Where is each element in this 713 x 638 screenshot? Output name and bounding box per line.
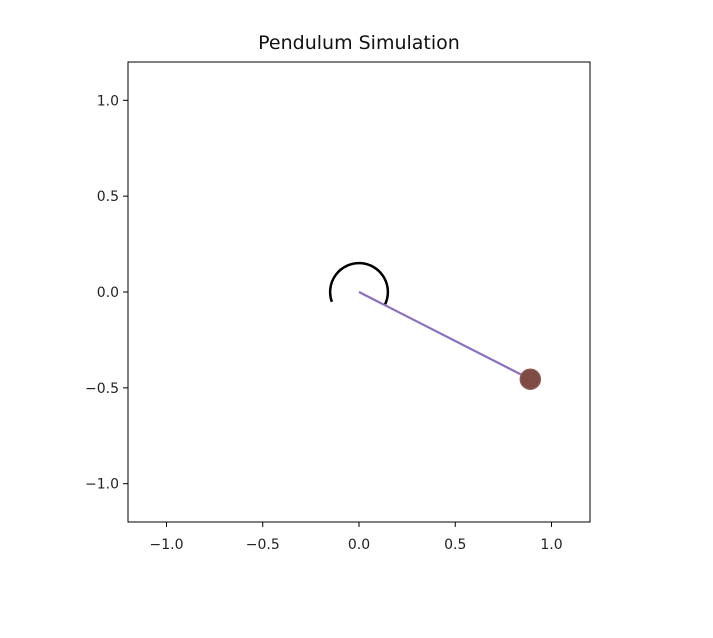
y-tick-label: 1.0 <box>97 93 119 109</box>
x-axis: −1.0 −0.5 0.0 0.5 1.0 <box>150 522 563 553</box>
y-tick-label: 0.0 <box>97 285 119 301</box>
y-tick-label: −0.5 <box>85 381 119 397</box>
x-tick-label: 1.0 <box>540 537 562 553</box>
pendulum-bob <box>519 368 542 390</box>
y-tick-label: −1.0 <box>85 477 119 493</box>
pendulum-rod <box>358 291 531 381</box>
x-tick-label: 0.5 <box>444 537 466 553</box>
y-axis: 1.0 0.5 0.0 −0.5 −1.0 <box>85 93 128 493</box>
x-tick-label: −1.0 <box>150 537 184 553</box>
x-tick-label: −0.5 <box>246 537 280 553</box>
chart-title: Pendulum Simulation <box>258 32 460 54</box>
x-tick-label: 0.0 <box>348 537 370 553</box>
y-tick-label: 0.5 <box>97 189 119 205</box>
angle-arc <box>328 261 390 306</box>
